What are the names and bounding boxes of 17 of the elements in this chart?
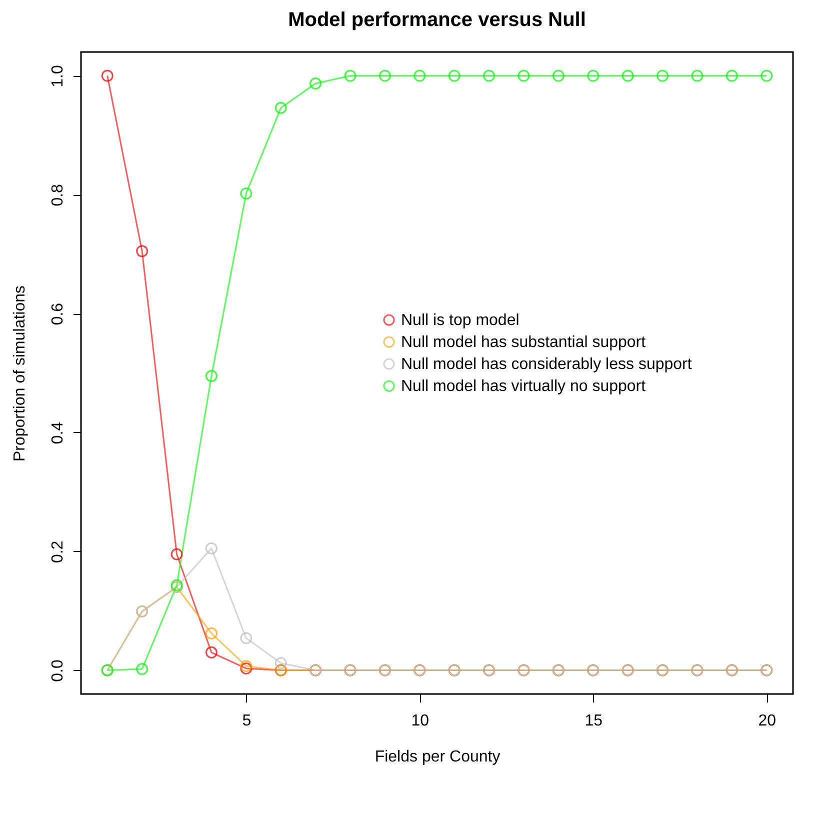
y-axis-title: Proportion of simulations bbox=[12, 285, 28, 462]
legend-label: Null model has considerably less support bbox=[401, 356, 692, 373]
y-tick-label: 0.6 bbox=[50, 302, 66, 326]
y-tick-label: 1.0 bbox=[50, 65, 66, 88]
x-axis-title: Fields per County bbox=[374, 748, 500, 766]
y-tick-label: 0.0 bbox=[50, 660, 66, 682]
x-tick-label: 15 bbox=[584, 712, 603, 730]
y-tick-label: 0.8 bbox=[50, 184, 66, 206]
legend-label: Null is top model bbox=[401, 312, 520, 329]
y-tick-label: 0.2 bbox=[50, 540, 66, 563]
x-tick-label: 20 bbox=[758, 712, 776, 730]
chart-title: Model performance versus Null bbox=[288, 9, 586, 31]
x-tick-label: 10 bbox=[411, 712, 430, 730]
legend-label: Null model has virtually no support bbox=[401, 378, 646, 395]
x-tick-label: 5 bbox=[242, 712, 252, 730]
legend-label: Null model has substantial support bbox=[401, 334, 646, 351]
y-tick-label: 0.4 bbox=[50, 422, 66, 444]
